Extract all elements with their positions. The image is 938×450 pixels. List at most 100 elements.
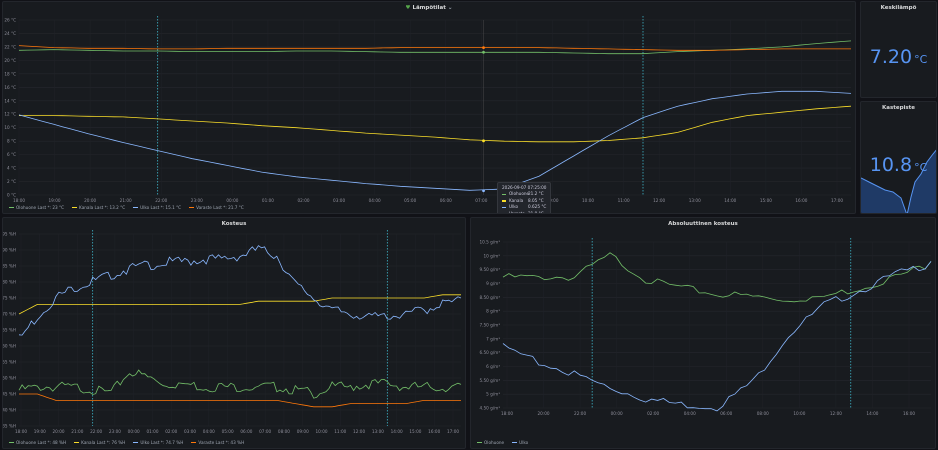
y-tick-label: 90 %H bbox=[3, 248, 16, 253]
legend-label: Olohuone Last *: 23 °C bbox=[16, 205, 65, 210]
y-tick-label: 85 %H bbox=[3, 264, 16, 269]
y-tick-label: 12 °C bbox=[4, 112, 16, 117]
x-tick-label: 06:00 bbox=[440, 198, 452, 203]
x-tick-label: 09:00 bbox=[297, 429, 309, 434]
legend-label: Varaste Last *: 21.7 °C bbox=[196, 205, 244, 210]
y-tick-label: 24 °C bbox=[4, 31, 16, 36]
y-tick-label: 5 g/m³ bbox=[486, 392, 500, 397]
y-tick-label: 14 °C bbox=[4, 98, 16, 103]
abs-humidity-panel: Absoluuttinen kosteus 4.50 g/m³ 5 g/m³ 5.5… bbox=[470, 217, 936, 449]
x-tick-label: 04:00 bbox=[684, 411, 696, 416]
y-tick-label: 9 g/m³ bbox=[486, 281, 500, 286]
tooltip-time: 2026-09-07 07:25:00 bbox=[502, 185, 547, 190]
tooltip-value: 8.05 °C bbox=[528, 197, 544, 203]
x-tick-label: 20:00 bbox=[53, 429, 65, 434]
x-tick-label: 23:00 bbox=[191, 198, 203, 203]
x-tick-label: 17:00 bbox=[447, 429, 459, 434]
x-tick-label: 02:00 bbox=[297, 198, 309, 203]
tooltip-row: Varaste 21.9 °C bbox=[502, 210, 546, 214]
legend-label: Varaste Last *: 43 %H bbox=[198, 440, 245, 445]
series-line-kanala[interactable] bbox=[19, 105, 852, 143]
legend-item[interactable]: Ulko bbox=[512, 440, 528, 445]
tooltip-series: Varaste bbox=[509, 210, 525, 214]
heart-icon: ♥ bbox=[405, 5, 411, 11]
legend-item[interactable]: Olohuone bbox=[477, 440, 504, 445]
y-tick-label: 5.50 g/m³ bbox=[480, 378, 501, 383]
tooltip-swatch bbox=[502, 193, 506, 196]
temperature-chart[interactable]: 0 °C 2 °C 4 °C 6 °C 8 °C 10 °C 12 °C 14 °C 16 °C… bbox=[3, 2, 856, 214]
tooltip-swatch bbox=[502, 206, 506, 209]
series-line-olohuone[interactable] bbox=[18, 369, 462, 399]
humidity-title[interactable]: Kosteus bbox=[221, 221, 247, 227]
tooltip-value: 21.9 °C bbox=[528, 210, 544, 214]
x-tick-label: 23:00 bbox=[109, 429, 121, 434]
y-tick-label: 9.50 g/m³ bbox=[480, 267, 501, 272]
x-tick-label: 00:00 bbox=[128, 429, 140, 434]
x-tick-label: 03:00 bbox=[184, 429, 196, 434]
y-tick-label: 8.50 g/m³ bbox=[480, 295, 501, 300]
stat-value: 7.20 °C bbox=[861, 46, 936, 68]
y-tick-label: 20 °C bbox=[4, 58, 16, 63]
tooltip-row: Ulko 0.625 °C bbox=[502, 204, 546, 210]
x-tick-label: 13:00 bbox=[372, 429, 384, 434]
legend-item[interactable]: Kanala Last *: 13.2 °C bbox=[72, 205, 125, 210]
x-tick-label: 10:00 bbox=[793, 411, 805, 416]
legend-item[interactable]: Kanala Last *: 76 %H bbox=[74, 440, 125, 445]
x-tick-label: 15:00 bbox=[760, 198, 772, 203]
abs-humidity-chart[interactable]: 4.50 g/m³ 5 g/m³ 5.50 g/m³ 6 g/m³ 6.50 g/m³ 7… bbox=[471, 218, 936, 449]
x-tick-label: 06:00 bbox=[720, 411, 732, 416]
legend-item[interactable]: Olohuone Last *: 48 %H bbox=[9, 440, 66, 445]
stat-unit: °C bbox=[914, 53, 928, 66]
series-line-kanala[interactable] bbox=[18, 294, 461, 315]
legend-label: Olohuone bbox=[484, 440, 505, 445]
legend-swatch bbox=[133, 206, 139, 209]
panel-title[interactable]: ♥ Lämpötilat ⌄ bbox=[3, 5, 855, 11]
legend-label: Ulko Last *: 74.7 %H bbox=[140, 440, 184, 445]
abs-humidity-legend: Olohuone Ulko bbox=[477, 440, 528, 445]
humidity-chart[interactable]: 35 %H 40 %H 45 %H 50 %H 55 %H 60 %H 65 %H 70 %H… bbox=[3, 218, 466, 449]
tooltip-row: Olohuone 21.2 °C bbox=[502, 191, 546, 197]
x-tick-label: 02:00 bbox=[165, 429, 177, 434]
abs-humidity-title[interactable]: Absoluuttinen kosteus bbox=[668, 221, 738, 227]
x-tick-label: 05:00 bbox=[404, 198, 416, 203]
stat-unit: °C bbox=[914, 161, 928, 174]
x-tick-label: 10:00 bbox=[582, 198, 594, 203]
y-tick-label: 8 g/m³ bbox=[486, 309, 500, 314]
y-tick-label: 40 %H bbox=[3, 408, 16, 413]
x-tick-label: 03:00 bbox=[333, 198, 345, 203]
x-tick-label: 18:00 bbox=[13, 198, 25, 203]
x-tick-label: 11:00 bbox=[334, 429, 346, 434]
x-tick-label: 22:00 bbox=[155, 198, 167, 203]
series-line-olohuone[interactable] bbox=[502, 252, 932, 303]
legend-swatch bbox=[512, 441, 518, 444]
legend-item[interactable]: Ulko Last *: 15.1 °C bbox=[133, 205, 181, 210]
y-tick-label: 70 %H bbox=[3, 312, 16, 317]
legend-item[interactable]: Olohuone Last *: 23 °C bbox=[9, 205, 64, 210]
x-tick-label: 18:00 bbox=[501, 411, 513, 416]
series-line-ulko[interactable] bbox=[502, 261, 932, 412]
x-tick-label: 22:00 bbox=[574, 411, 586, 416]
series-line-ulko[interactable] bbox=[18, 90, 852, 191]
y-tick-label: 4 °C bbox=[7, 166, 16, 171]
y-tick-label: 50 %H bbox=[3, 376, 16, 381]
legend-swatch bbox=[74, 441, 80, 444]
x-tick-label: 19:00 bbox=[49, 198, 61, 203]
series-line-varaste[interactable] bbox=[19, 393, 461, 408]
x-tick-label: 07:00 bbox=[475, 198, 487, 203]
series-line-varaste[interactable] bbox=[18, 45, 851, 51]
legend-item[interactable]: Ulko Last *: 74.7 %H bbox=[133, 440, 183, 445]
x-tick-label: 12:00 bbox=[653, 198, 665, 203]
stat-title: Kastepiste bbox=[881, 105, 916, 111]
legend-label: Ulko Last *: 15.1 °C bbox=[140, 205, 182, 210]
legend-item[interactable]: Varaste Last *: 43 %H bbox=[191, 440, 244, 445]
series-line-ulko[interactable] bbox=[18, 245, 462, 336]
y-tick-label: 22 °C bbox=[4, 44, 16, 49]
tooltip-value: 21.2 °C bbox=[528, 191, 544, 197]
x-tick-label: 12:00 bbox=[353, 429, 365, 434]
x-tick-label: 16:00 bbox=[795, 198, 807, 203]
x-tick-label: 15:00 bbox=[409, 429, 421, 434]
chevron-down-icon[interactable]: ⌄ bbox=[447, 5, 453, 11]
legend-swatch bbox=[133, 441, 139, 444]
legend-item[interactable]: Varaste Last *: 21.7 °C bbox=[189, 205, 244, 210]
hover-point bbox=[482, 139, 485, 143]
